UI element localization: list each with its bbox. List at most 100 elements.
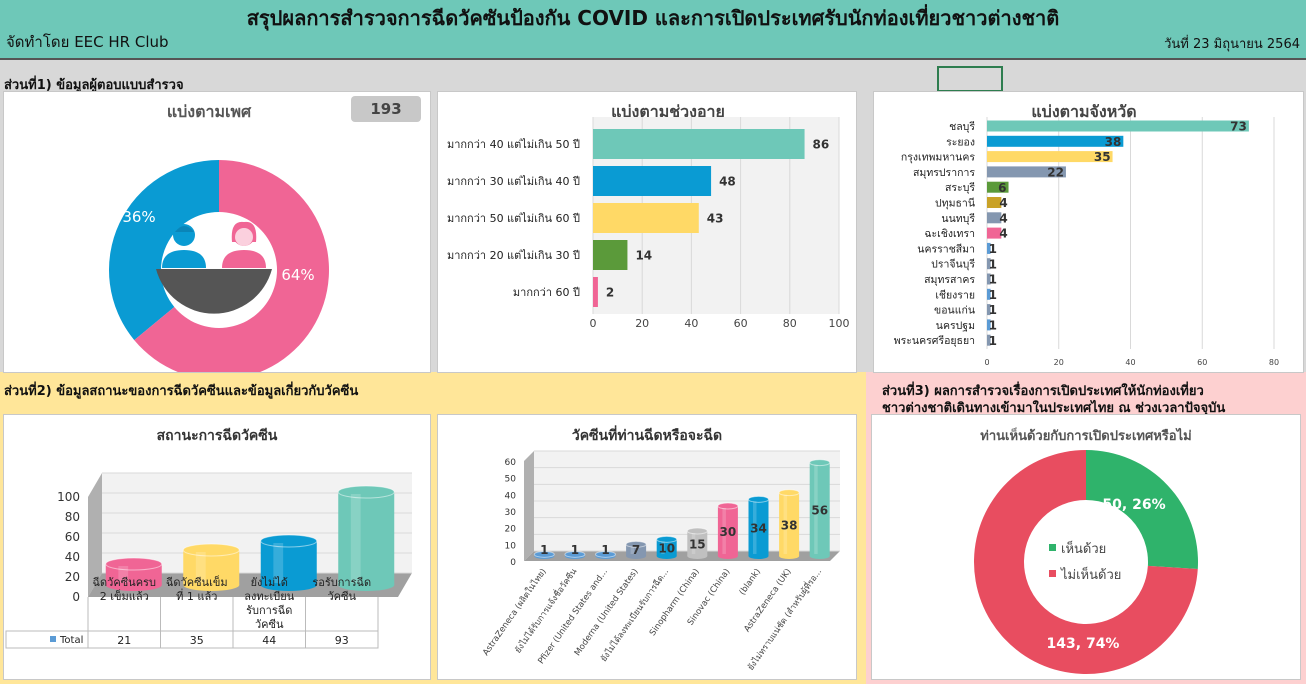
cylinder-top (717, 502, 739, 510)
cylinder-base (687, 553, 708, 559)
selected-cell[interactable] (937, 66, 1003, 92)
side-wall (524, 451, 534, 561)
category-label: ฉีดวัคซีนเข็ม (166, 575, 228, 589)
category-label: กรุงเทพมหานคร (901, 152, 975, 164)
y-tick-label: 60 (505, 458, 517, 468)
cylinder-base (748, 553, 769, 559)
cylinder-highlight (783, 494, 788, 554)
value-label: 34 (750, 522, 767, 536)
donut-slice-disagree (974, 450, 1198, 674)
category-label: ยังไม่ได้ (251, 576, 288, 589)
donut-slice-male (108, 160, 219, 341)
category-label: ปราจีนบุรี (931, 258, 975, 271)
cylinder-highlight (814, 464, 818, 554)
province-chart-title: แบ่งตามจังหวัด (1031, 102, 1137, 121)
section2-heading: ส่วนที่2) ข้อมูลสถานะของการฉีดวัคซีนและข… (4, 384, 359, 399)
cylinder-highlight (661, 541, 665, 554)
y-tick-label: 20 (505, 525, 517, 535)
category-label: สมุทรสาคร (924, 274, 975, 286)
category-label: ฉีดวัคซีนครบ (92, 576, 156, 589)
cylinder-body (626, 544, 647, 556)
x-tick-label: 40 (684, 317, 698, 330)
value-label: 4 (999, 211, 1007, 225)
bar (987, 120, 1249, 132)
vaccination-status-title: สถานะการฉีดวัคซีน (156, 428, 278, 444)
donut-slice-agree (1086, 450, 1198, 570)
value-label: 7 (632, 543, 640, 557)
table-value: 44 (262, 634, 276, 647)
donut-slice-female (134, 160, 329, 372)
gender-chart-title: แบ่งตามเพศ (166, 102, 252, 121)
opinion-chart-title: ท่านเห็นด้วยกับการเปิดประเทศหรือไม่ (980, 429, 1192, 444)
value-label: 14 (635, 249, 652, 263)
cylinder-highlight (350, 494, 361, 583)
category-label: มากกว่า 20 แต่ไม่เกิน 30 ปี (447, 249, 580, 262)
cylinder-top (809, 459, 831, 467)
category-label: เชียงราย (935, 288, 975, 301)
byline: จัดทำโดย EEC HR Club (6, 33, 169, 51)
y-tick-label: 80 (65, 510, 80, 524)
table-value: 35 (190, 634, 204, 647)
value-label: 1 (540, 543, 548, 557)
bar (987, 242, 991, 254)
value-label: 1 (989, 288, 997, 302)
category-label: (blank) (738, 567, 763, 597)
category-label: ระยอง (946, 136, 975, 148)
value-label: 43 (707, 212, 724, 226)
slice-label-disagree: 143, 74% (1047, 636, 1120, 652)
province-bar-chart: 0 20 40 60 80 ชลบุรี 73 ระยอง 38 กรุงเทพมหานคร 35 ส… (894, 117, 1279, 367)
header-bar (0, 0, 1306, 60)
legend-swatch-total (50, 636, 56, 642)
category-label: มากกว่า 30 แต่ไม่เกิน 40 ปี (447, 175, 580, 188)
category-label: วัคซีน (327, 590, 356, 603)
value-label: 4 (999, 227, 1007, 241)
category-label: มากกว่า 40 แต่ไม่เกิน 50 ปี (447, 138, 580, 151)
cylinder-highlight (753, 501, 757, 554)
cylinder-base (717, 553, 738, 559)
y-tick-label: 100 (57, 490, 80, 504)
cylinder-top (778, 489, 800, 497)
cylinder-base (779, 553, 800, 559)
cylinder-base (809, 553, 830, 559)
cylinder-top (595, 550, 616, 558)
cylinder-highlight (195, 552, 206, 583)
cylinder-highlight (722, 508, 726, 554)
x-tick-label: 40 (1125, 358, 1135, 367)
y-tick-label: 0 (510, 558, 516, 568)
bar (987, 151, 1113, 163)
legend-label-agree: เห็นด้วย (1061, 539, 1106, 557)
cylinder-body (687, 531, 708, 556)
cylinder-highlight (691, 533, 696, 554)
x-tick-label: 80 (783, 317, 797, 330)
bar (987, 334, 991, 346)
legend-swatch-agree (1049, 544, 1056, 551)
bar (987, 135, 1124, 147)
section3-heading-line1: ส่วนที่3) ผลการสำรวจเรื่องการเปิดประเทศใ… (882, 384, 1204, 399)
y-tick-label: 0 (72, 590, 80, 604)
bar (593, 277, 598, 307)
category-label: ขอนแก่น (934, 305, 975, 317)
cylinder-body (779, 492, 800, 556)
value-label: 1 (989, 273, 997, 287)
value-label: 1 (601, 543, 609, 557)
cylinder-top (564, 550, 586, 558)
value-label: 1 (989, 242, 997, 256)
total-respondents-badge: 193 (351, 96, 421, 122)
value-label: 1 (571, 543, 579, 557)
age-bar-chart: 0 20 40 60 80 100 มากกว่า 40 แต่ไม่เกิน 50 ปี 8… (447, 117, 850, 330)
bar (987, 304, 991, 316)
value-label: 73 (1230, 120, 1247, 134)
slice-label-male: 36% (122, 208, 155, 226)
bar (987, 288, 991, 300)
value-label: 22 (1047, 165, 1064, 179)
value-label: 1 (989, 257, 997, 271)
bar (987, 258, 991, 270)
bar (987, 166, 1066, 178)
x-tick-label: 80 (1269, 358, 1279, 367)
cylinder-body (338, 492, 395, 585)
age-chart-title: แบ่งตามช่วงอายุ (611, 102, 725, 121)
x-tick-label: 20 (635, 317, 649, 330)
bar (987, 197, 1002, 208)
